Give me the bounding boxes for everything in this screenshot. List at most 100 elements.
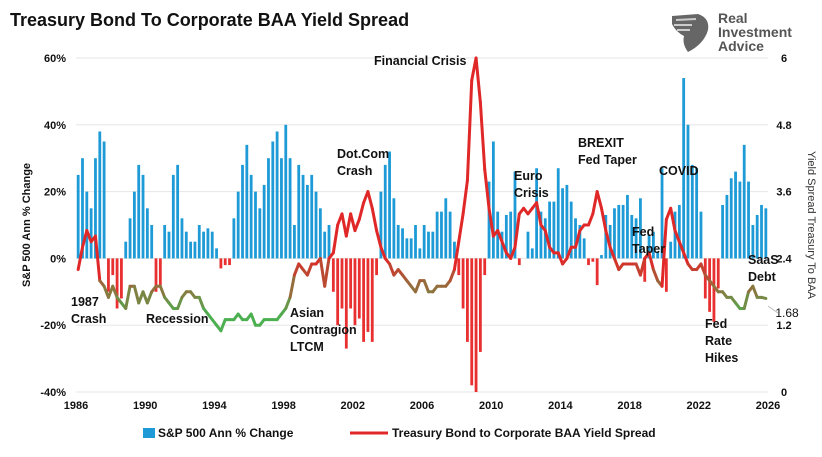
y-right-tick-label: 4.8	[776, 120, 791, 132]
x-tick-label: 2018	[617, 400, 641, 412]
bar	[660, 168, 664, 259]
bar	[76, 174, 80, 259]
bar	[517, 258, 521, 266]
bar	[297, 164, 301, 259]
bar	[102, 141, 106, 259]
legend: S&P 500 Ann % Change Treasury Bond to Co…	[143, 426, 656, 440]
bars-series	[76, 78, 768, 392]
bar	[491, 141, 495, 259]
annotation-asian-contagion: Asian Contragion LTCM	[290, 306, 357, 354]
bar	[569, 201, 573, 259]
spread-line-segment	[699, 262, 707, 277]
spread-line-segment	[669, 206, 677, 233]
bar	[578, 225, 582, 259]
bar	[137, 164, 141, 259]
bar	[124, 241, 128, 259]
spread-line-segment	[197, 295, 206, 310]
spread-line-segment	[565, 245, 573, 260]
bar	[163, 225, 167, 259]
spread-line-segment	[85, 229, 93, 244]
bar	[132, 191, 136, 259]
spread-line-segment	[349, 212, 357, 233]
bar	[232, 218, 236, 259]
annotation-fed-rate-hikes: Fed Rate Hikes	[705, 317, 739, 365]
spread-line-segment	[478, 101, 487, 171]
bar	[158, 258, 162, 286]
bar	[561, 188, 564, 259]
annotation-1987-crash: 1987 Crash	[71, 295, 107, 326]
bar	[176, 164, 180, 259]
x-tick-label: 1990	[133, 400, 157, 412]
annotation-dotcom-crash: Dot.Com Crash	[337, 147, 390, 178]
bar	[422, 225, 426, 259]
annotation-recession: Recession	[146, 312, 209, 326]
spread-line-segment	[543, 229, 552, 249]
bar	[591, 258, 595, 262]
x-axis: 1986 1990 1994 1998 2002 2006 2010 2014 2018 2022…	[64, 400, 780, 412]
spread-line-segment	[323, 256, 331, 288]
spread-line-segment	[132, 284, 141, 305]
left-axis-label: S&P 500 Ann % Change	[21, 163, 33, 287]
bar	[284, 124, 288, 259]
bar	[401, 228, 404, 259]
spread-line-segment	[457, 212, 465, 244]
bar	[336, 258, 340, 326]
bar	[669, 241, 673, 259]
annotation-saas-debt: SaaS Debt	[748, 253, 779, 284]
y-tick-label: 60%	[44, 53, 66, 65]
spread-line-segment	[461, 178, 469, 216]
bar	[556, 168, 560, 259]
spread-line-segment	[288, 273, 296, 299]
bar	[474, 258, 478, 392]
bar	[574, 218, 577, 259]
bar	[293, 225, 296, 259]
bar	[600, 255, 603, 259]
spread-line-segment	[370, 206, 379, 233]
logo: Real Investment Advice	[668, 10, 792, 54]
bar	[613, 208, 616, 259]
bar	[383, 164, 387, 259]
bar	[504, 214, 508, 259]
x-tick-label: 2022	[687, 400, 711, 412]
spread-line-segment	[93, 234, 102, 283]
spread-line-segment	[331, 223, 340, 255]
y-tick-label: 0%	[50, 253, 66, 265]
spread-line-segment	[487, 206, 495, 238]
bar	[254, 191, 257, 259]
bar	[206, 228, 210, 259]
eagle-shield-icon	[672, 14, 709, 52]
bar	[154, 258, 158, 292]
spread-line-segment	[448, 268, 456, 283]
left-axis: -40% -20% 0% 20% 40% 60%	[40, 53, 66, 399]
bar	[392, 198, 396, 259]
bar	[664, 258, 668, 292]
bar	[677, 204, 681, 259]
bar	[111, 258, 115, 276]
bar	[98, 131, 102, 259]
bar	[703, 258, 707, 299]
spread-line-segment	[535, 201, 543, 227]
bar	[639, 198, 642, 259]
bar	[721, 204, 724, 259]
bar	[543, 218, 547, 259]
bar	[340, 258, 344, 309]
spread-line-segment	[612, 256, 621, 272]
bar	[682, 78, 686, 259]
spread-line-segment	[673, 229, 681, 244]
spread-line-segment	[344, 212, 353, 238]
x-tick-label: 2006	[410, 400, 434, 412]
spread-line-segment	[388, 262, 396, 277]
legend-label-line: Treasury Bond to Corporate BAA Yield Spr…	[392, 426, 656, 440]
spread-line-segment	[353, 217, 361, 233]
x-tick-label: 2010	[479, 400, 503, 412]
bar	[725, 194, 729, 259]
bar	[388, 151, 391, 259]
spread-line-segment	[422, 279, 430, 294]
bar	[81, 158, 84, 259]
spread-line-segment	[647, 251, 655, 272]
bar	[115, 258, 119, 309]
bar	[444, 198, 448, 259]
spread-line-segment	[574, 229, 582, 249]
x-tick-label: 2002	[341, 400, 365, 412]
